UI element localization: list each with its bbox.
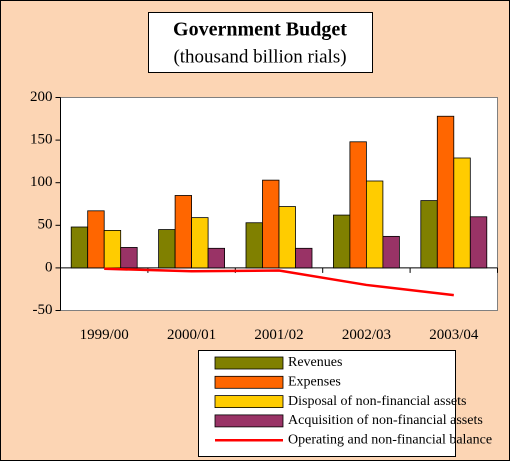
bar xyxy=(87,210,105,269)
bar xyxy=(332,214,351,269)
x-tick-label: 2001/02 xyxy=(254,327,303,343)
bar xyxy=(436,115,455,269)
bar xyxy=(349,141,367,269)
bar xyxy=(207,247,226,269)
x-tick-label: 2000/01 xyxy=(167,327,216,343)
chart-subtitle: (thousand billion rials) xyxy=(173,46,346,67)
legend-label: Expenses xyxy=(288,375,341,390)
bar xyxy=(245,222,263,269)
legend-swatch xyxy=(214,375,284,389)
y-tick-label: 150 xyxy=(30,132,53,148)
bar xyxy=(103,230,122,269)
y-tick-label: 200 xyxy=(30,89,53,105)
legend-label: Acquisition of non-financial assets xyxy=(288,413,483,428)
bar xyxy=(278,206,296,269)
legend-label: Operating and non-financial balance xyxy=(288,432,492,447)
bar xyxy=(158,229,176,269)
y-tick-label: 50 xyxy=(38,217,53,233)
bar xyxy=(120,247,138,269)
legend-swatch xyxy=(214,395,284,409)
legend-label: Disposal of non-financial assets xyxy=(288,394,466,409)
bar xyxy=(70,226,89,269)
bar xyxy=(262,179,280,269)
bar xyxy=(191,217,209,269)
chart-title: Government Budget xyxy=(173,19,347,41)
line xyxy=(104,267,454,297)
y-tick-label: 100 xyxy=(30,174,53,190)
bar xyxy=(174,195,193,269)
x-tick-label: 2003/04 xyxy=(429,327,479,343)
bar xyxy=(469,216,488,269)
y-tick-label: 0 xyxy=(45,259,53,275)
legend-swatch xyxy=(214,356,284,370)
bar xyxy=(382,235,400,269)
bar xyxy=(420,200,438,269)
y-tick-label: -50 xyxy=(33,302,53,318)
legend-swatch xyxy=(214,414,284,428)
bar xyxy=(295,247,313,269)
title-box xyxy=(148,12,373,73)
x-tick-label: 1999/00 xyxy=(80,327,129,343)
legend-label: Revenues xyxy=(288,355,342,370)
x-tick-label: 2002/03 xyxy=(342,327,391,343)
bar xyxy=(365,180,384,269)
bar xyxy=(453,157,471,269)
